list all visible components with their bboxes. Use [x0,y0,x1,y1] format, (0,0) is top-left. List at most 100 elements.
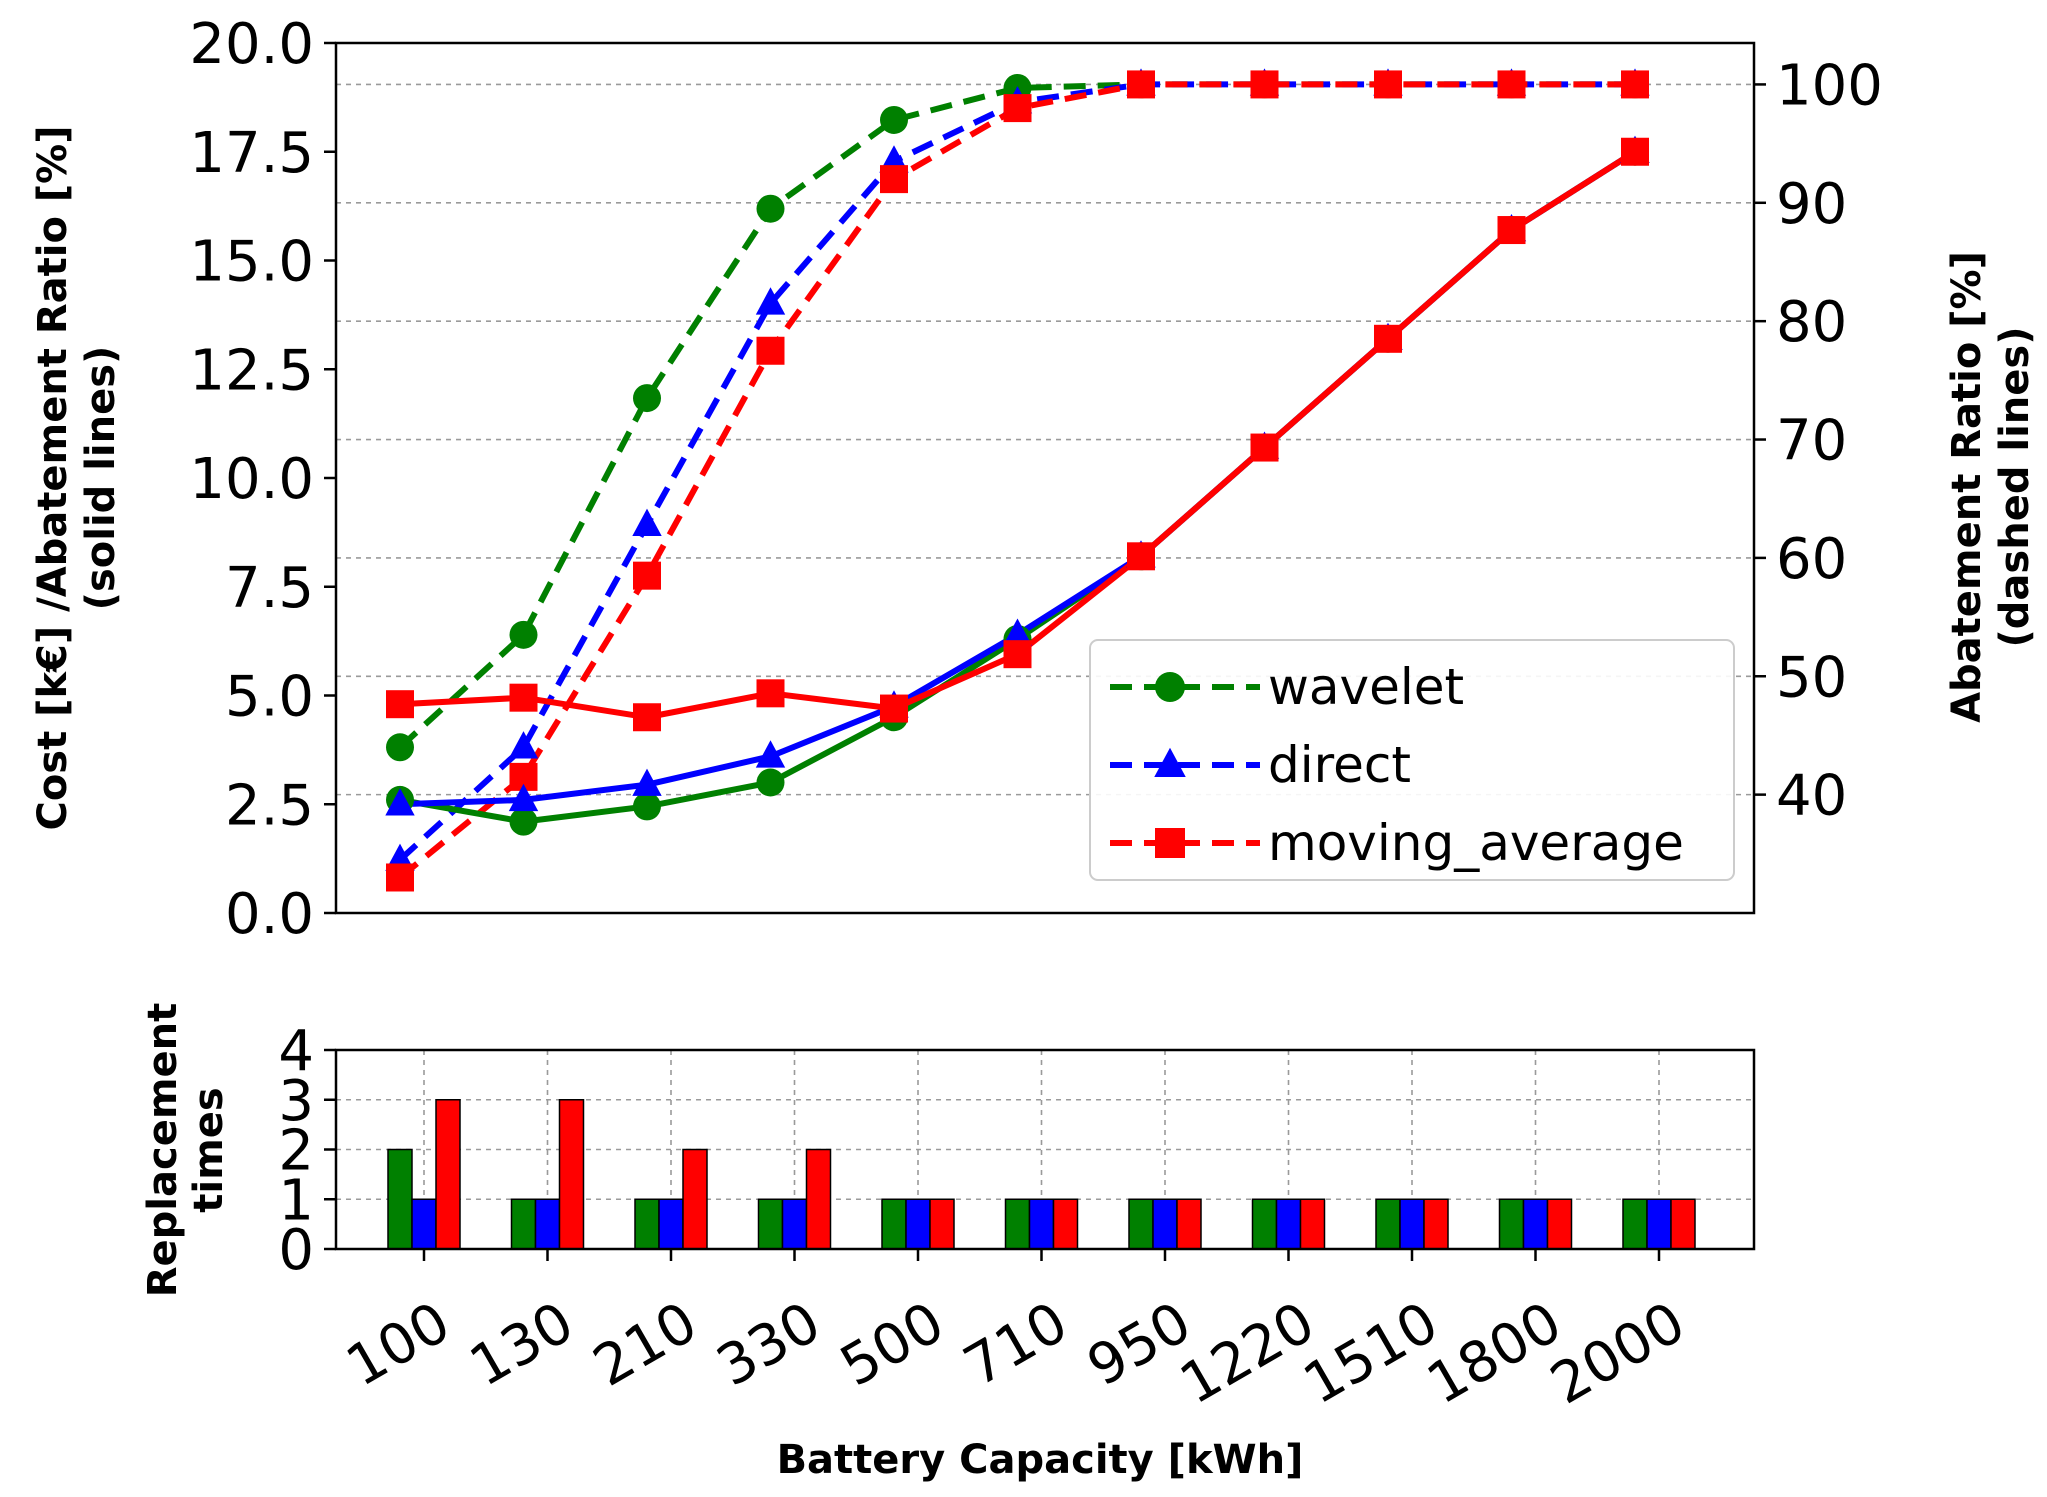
marker-dashed-moving_average [1374,70,1402,99]
marker-solid-moving_average [386,690,414,719]
legend-entries: wavelet direct moving_average [1110,658,1684,872]
legend-label: moving_average [1268,814,1684,872]
marker-dashed-moving_average [1003,94,1032,123]
bottom-y-tick-label: 0 [278,1218,314,1283]
bar-wavelet [1498,1198,1525,1250]
right-y-axis-sublabel: (dashed lines) [1992,327,2038,648]
marker-dashed-direct [632,508,662,536]
right-y-tick-label: 60 [1776,527,1847,592]
left-y-tick-label: 17.5 [189,121,314,186]
marker-solid-moving_average [1374,324,1402,353]
right-y-tick-label: 50 [1776,645,1847,710]
marker-dashed-moving_average [756,336,785,365]
legend-label: direct [1268,736,1411,794]
marker-dashed-direct [755,287,786,315]
legend: wavelet direct moving_average [1089,639,1735,881]
left-y-tick-label: 2.5 [225,773,314,838]
marker-solid-moving_average [1621,137,1649,166]
x-axis-label: Battery Capacity [kWh] [777,1437,1304,1483]
marker-dashed-moving_average [880,165,908,194]
marker-dashed-wavelet [756,194,785,223]
marker-solid-wavelet [633,792,661,821]
marker-dashed-wavelet [386,733,414,762]
right-y-tick-label: 90 [1776,172,1847,237]
marker-dashed-wavelet [880,105,908,134]
bottom-y-tick-label: 2 [278,1119,314,1184]
marker-solid-moving_average [1497,216,1526,245]
top-line-chart: 0.0 2.5 5.0 7.5 10.0 12.5 15.0 17.5 20.0 40 50 60 7… [30,12,2038,947]
marker-dashed-moving_average [1621,70,1649,99]
bar-direct [411,1198,437,1250]
bar-direct [905,1198,931,1250]
marker-dashed-moving_average [1497,70,1526,99]
bar-direct [534,1198,561,1250]
right-y-tick-label: 100 [1776,53,1883,118]
bar-moving_average [1423,1198,1449,1250]
marker-solid-wavelet [756,768,785,797]
right-y-tick-label: 70 [1776,409,1847,474]
marker-solid-moving_average [1127,542,1155,571]
marker-dashed-moving_average [633,561,661,590]
marker-solid-moving_average [880,694,908,723]
legend-label: wavelet [1268,658,1464,716]
bar-direct [1028,1198,1055,1250]
bar-direct [658,1198,684,1250]
legend-item-moving_average: moving_average [1110,814,1684,872]
left-y-axis: 0.0 2.5 5.0 7.5 10.0 12.5 15.0 17.5 20.0 [189,12,336,947]
bar-wavelet [881,1198,907,1250]
marker-solid-wavelet [509,807,538,836]
left-y-tick-label: 7.5 [225,556,314,621]
bar-wavelet [1004,1198,1031,1250]
bar-moving_average [1546,1198,1573,1250]
bar-moving_average [929,1198,955,1250]
bottom-y-axis-sublabel: times [186,1087,232,1212]
bottom-y-axis-label: Replacement [140,1003,186,1298]
legend-item-direct: direct [1110,736,1411,794]
bar-direct [1399,1198,1425,1250]
marker-solid-moving_average [633,703,661,732]
bar-moving_average [558,1099,585,1250]
bar-direct [1522,1198,1549,1250]
left-y-axis-label: Cost [k€] /Abatement Ratio [%] [30,125,76,830]
left-y-tick-label: 0.0 [225,882,314,947]
marker-solid-direct [385,788,415,816]
bar-wavelet [1622,1198,1648,1250]
bar-moving_average [682,1148,708,1250]
bar-wavelet [1251,1198,1278,1250]
bar-wavelet [387,1148,413,1250]
marker-dashed-moving_average [1127,70,1155,99]
bar-moving_average [1299,1198,1326,1250]
marker-solid-direct [632,768,662,796]
left-y-tick-label: 12.5 [189,338,314,403]
bar-wavelet [1128,1198,1154,1250]
bar-wavelet [634,1198,660,1250]
right-y-axis-label: Abatement Ratio [%] [1944,251,1990,723]
bar-moving_average [1052,1198,1079,1250]
bar-direct [781,1198,808,1250]
bottom-y-tick-label: 3 [278,1069,314,1134]
marker-dashed-moving_average [1250,70,1279,99]
bottom-bars [387,1099,1696,1250]
left-y-axis-sublabel: (solid lines) [78,346,124,611]
marker-solid-direct [1002,618,1033,646]
bottom-y-tick-label: 1 [278,1168,314,1233]
marker-solid-direct [755,740,786,768]
bar-direct [1275,1198,1302,1250]
bar-direct [1152,1198,1178,1250]
bar-moving_average [1176,1198,1202,1250]
marker-dashed-wavelet [509,620,538,649]
legend-box [1089,639,1735,881]
bar-wavelet [1375,1198,1401,1250]
marker-solid-moving_average [1250,433,1279,462]
bottom-y-tick-label: 4 [278,1019,314,1084]
top-series-markers [385,68,1650,892]
left-y-tick-label: 10.0 [189,447,314,512]
marker-solid-moving_average [1003,640,1032,669]
marker-solid-moving_average [509,683,538,712]
bar-moving_average [435,1099,461,1250]
bar-direct [1646,1198,1672,1250]
legend-swatch-marker [1155,672,1185,702]
right-y-tick-label: 80 [1776,290,1847,355]
